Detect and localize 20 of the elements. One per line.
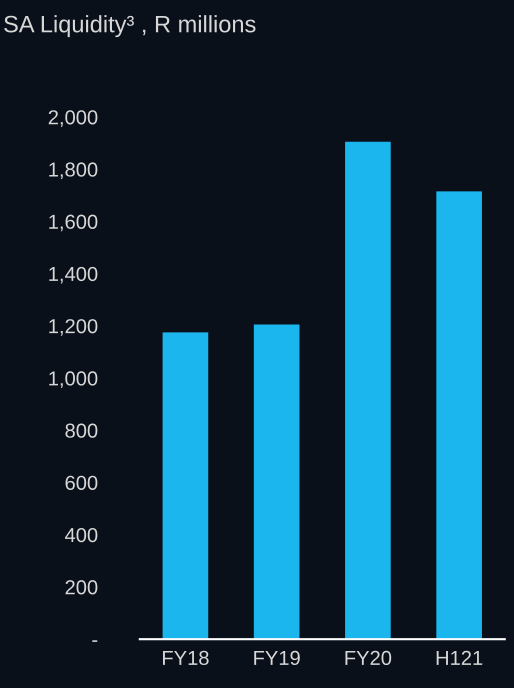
y-tick-label: 1,600 — [49, 214, 98, 232]
y-tick-label: 800 — [65, 424, 98, 438]
x-tick-label: FY19 — [254, 650, 300, 666]
x-tick-label: FY18 — [163, 650, 209, 666]
y-tick-label: 1,400 — [49, 266, 98, 284]
y-tick-label: 2,000 — [48, 110, 98, 127]
y-tick-label: - — [92, 640, 98, 642]
y-tick-label: 1,200 — [49, 319, 98, 336]
y-tick-label: 200 — [66, 580, 98, 594]
x-tick-label: H121 — [436, 650, 482, 665]
bar — [254, 324, 300, 640]
bar — [345, 142, 391, 640]
y-tick-label: 600 — [66, 476, 98, 490]
x-tick-label: FY20 — [345, 650, 392, 666]
bar — [162, 332, 208, 640]
bar — [436, 191, 482, 640]
y-tick-label: 1,800 — [49, 162, 98, 180]
chart-title: SA Liquidity³ , R millions — [4, 15, 256, 38]
y-tick-label: 1,000 — [49, 371, 98, 388]
y-tick-label: 400 — [65, 528, 98, 542]
